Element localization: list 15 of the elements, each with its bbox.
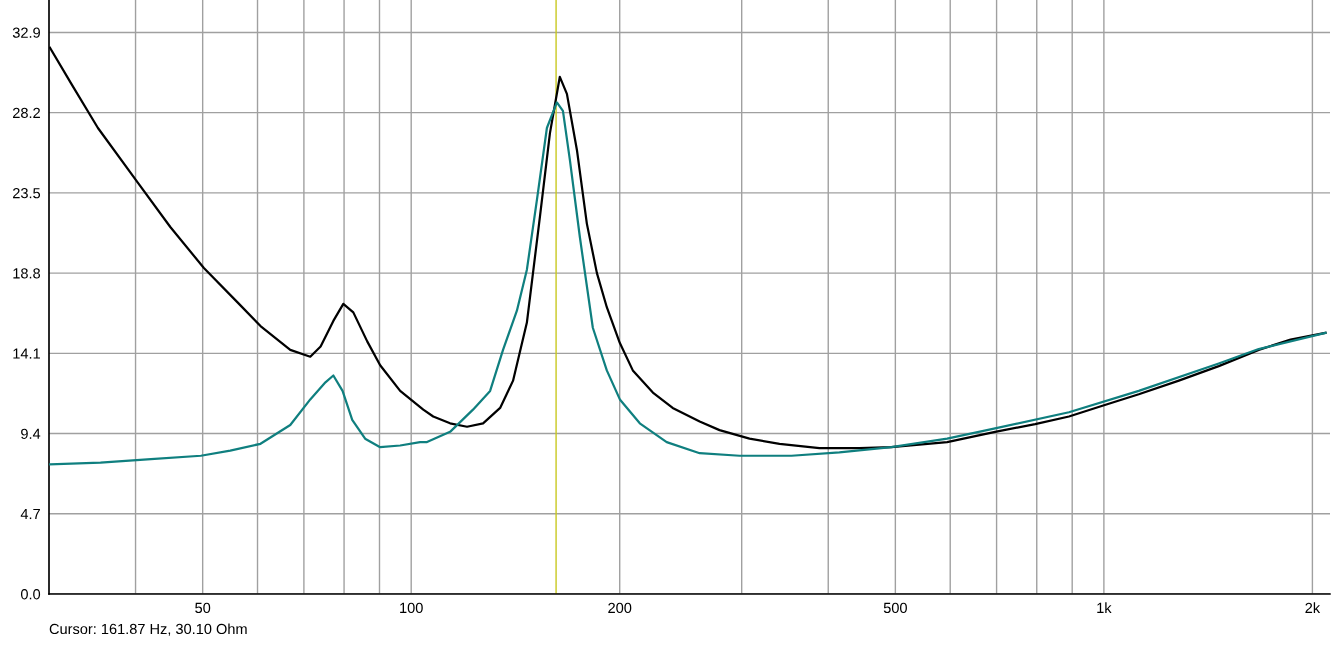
x-tick-label: 1k bbox=[1097, 602, 1112, 613]
x-tick-label: 100 bbox=[400, 602, 423, 614]
y-tick-label: 18.8 bbox=[13, 268, 41, 279]
text: Cursor: 161.87 Hz, 30.10 Ohm bbox=[49, 623, 247, 636]
y-tick-label: 14.1 bbox=[13, 348, 40, 359]
y-tick-label: 9.4 bbox=[21, 428, 41, 439]
y-tick-label: 0.0 bbox=[20, 589, 41, 600]
y-tick-label: 4.7 bbox=[20, 509, 40, 520]
x-tick-label: 50 bbox=[195, 602, 211, 614]
y-tick-label: 28.2 bbox=[13, 107, 40, 119]
x-tick-label: 500 bbox=[883, 602, 907, 614]
x-tick-label: 200 bbox=[608, 602, 632, 614]
x-tick-label: 2k bbox=[1305, 602, 1321, 613]
y-tick-label: 23.5 bbox=[13, 187, 41, 199]
y-tick-label: 32.9 bbox=[12, 27, 40, 38]
